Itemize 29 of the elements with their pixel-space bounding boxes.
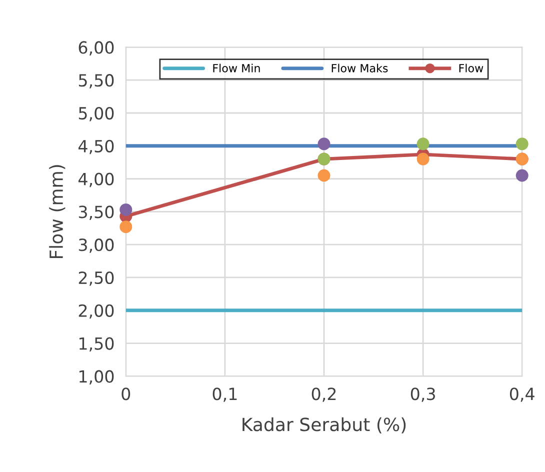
y-axis-title: Flow (mm) — [49, 165, 66, 258]
y-tick-label: 2,00 — [78, 304, 114, 319]
y-tick-label: 3,00 — [78, 238, 114, 253]
x-tick-label: 0 — [122, 388, 130, 400]
y-tick-label: 5,00 — [78, 106, 114, 122]
y-tick-label: 1,50 — [80, 337, 114, 352]
legend-label: Flow — [459, 64, 484, 72]
x-axis-title: Kadar Serabut (%) — [242, 417, 406, 434]
y-tick-label: 2,50 — [78, 271, 114, 286]
point — [516, 138, 528, 150]
x-tick-label: 0,1 — [212, 388, 237, 402]
y-tick-label: 6,00 — [78, 41, 114, 56]
point — [516, 169, 528, 182]
point — [120, 203, 132, 216]
legend-label: Flow Min — [213, 64, 260, 72]
point — [416, 152, 430, 166]
y-tick-label: 4,00 — [78, 172, 114, 188]
point — [416, 138, 430, 150]
y-tick-label: 3,50 — [78, 206, 114, 220]
point — [318, 138, 330, 150]
x-tick-label: 0,4 — [510, 388, 534, 402]
y-tick-label: 5,50 — [78, 74, 114, 88]
x-tick-label: 0,3 — [410, 388, 435, 402]
y-tick-label: 1,00 — [80, 370, 114, 384]
point — [120, 220, 132, 234]
point — [318, 169, 330, 182]
y-tick-label: 4,50 — [78, 140, 114, 154]
x-tick-label: 0,2 — [312, 388, 336, 402]
legend-label: Flow Maks — [332, 64, 388, 72]
